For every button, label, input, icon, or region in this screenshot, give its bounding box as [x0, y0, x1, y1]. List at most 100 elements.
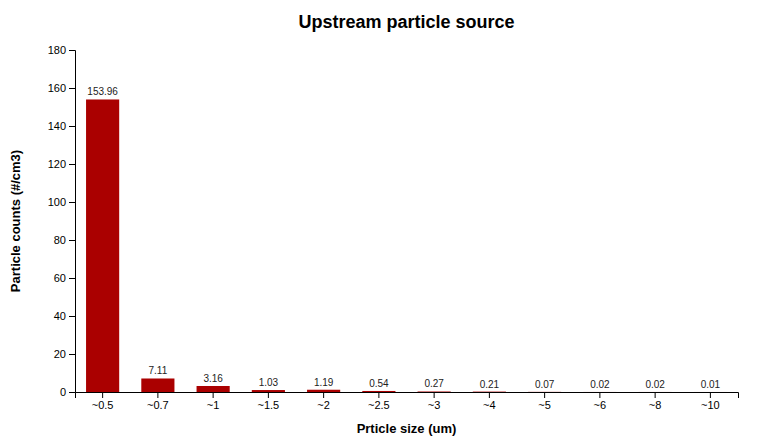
y-tick-label: 20 — [54, 348, 66, 360]
y-tick: 20 — [54, 348, 75, 360]
y-tick-label: 60 — [54, 272, 66, 284]
x-tick: ~5 — [538, 392, 551, 411]
x-tick: ~1 — [207, 392, 220, 411]
y-tick-label: 120 — [48, 158, 66, 170]
x-tick-mark — [710, 392, 711, 398]
y-tick-label: 100 — [48, 196, 66, 208]
y-tick: 60 — [54, 272, 75, 284]
y-tick-mark — [69, 278, 75, 279]
x-axis-title: Prticle size (um) — [357, 421, 457, 436]
bar — [473, 391, 506, 392]
bar — [141, 378, 174, 392]
y-tick-label: 80 — [54, 234, 66, 246]
x-tick: ~1.5 — [258, 392, 280, 411]
x-tick-mark — [213, 392, 214, 398]
x-tick-label: ~0.7 — [147, 399, 169, 411]
y-tick-label: 140 — [48, 120, 66, 132]
data-label: 1.19 — [314, 377, 334, 388]
chart-svg: 0 20 40 60 80 100 120 140 160 180 ~0.5 ~0.7 ~1 ~1.5 ~2… — [0, 0, 758, 447]
y-tick-mark — [69, 164, 75, 165]
y-tick-mark — [69, 354, 75, 355]
y-tick: 120 — [48, 158, 75, 170]
data-label: 0.07 — [535, 379, 555, 390]
x-axis: ~0.5 ~0.7 ~1 ~1.5 ~2 ~2.5 ~3 ~4 ~5 ~6 ~8 ~10 — [76, 392, 739, 411]
y-tick: 80 — [54, 234, 75, 246]
x-tick-mark — [489, 392, 490, 398]
y-tick: 160 — [48, 82, 75, 94]
chart-title: Upstream particle source — [298, 12, 514, 32]
y-axis-title: Particle counts (#/cm3) — [8, 150, 23, 292]
x-tick-label: ~2 — [317, 399, 330, 411]
data-label: 0.54 — [369, 378, 389, 389]
x-tick-label: ~8 — [649, 399, 662, 411]
y-tick: 0 — [60, 386, 75, 398]
y-tick-mark — [69, 88, 75, 89]
y-tick: 180 — [48, 44, 75, 56]
x-tick-mark — [268, 392, 269, 398]
y-tick-mark — [69, 202, 75, 203]
bar — [197, 386, 230, 392]
x-tick-label: ~6 — [594, 399, 607, 411]
x-tick: ~0.5 — [92, 392, 114, 411]
x-tick: ~10 — [701, 392, 720, 411]
x-tick-label: ~5 — [538, 399, 551, 411]
data-label: 153.96 — [87, 86, 118, 97]
x-tick: ~8 — [649, 392, 662, 411]
data-label: 0.02 — [645, 379, 665, 390]
bar — [528, 391, 561, 392]
y-axis: 0 20 40 60 80 100 120 140 160 180 — [48, 44, 76, 398]
y-tick-mark — [69, 392, 75, 393]
x-tick-mark — [102, 392, 103, 398]
bar — [252, 390, 285, 392]
bars — [86, 99, 727, 392]
bar — [86, 99, 119, 392]
x-tick: ~6 — [594, 392, 607, 411]
x-tick: ~4 — [483, 392, 496, 411]
x-tick-label: ~10 — [701, 399, 720, 411]
data-label: 1.03 — [259, 377, 279, 388]
x-tick: ~0.7 — [147, 392, 169, 411]
data-label: 0.01 — [701, 379, 721, 390]
x-axis-line — [76, 393, 739, 399]
y-tick-label: 0 — [60, 386, 66, 398]
data-label: 0.02 — [590, 379, 610, 390]
y-tick-label: 40 — [54, 310, 66, 322]
plot-area: 0 20 40 60 80 100 120 140 160 180 ~0.5 ~0.7 ~1 ~1.5 ~2… — [48, 44, 739, 411]
x-tick-mark — [599, 392, 600, 398]
x-tick: ~3 — [428, 392, 441, 411]
x-tick-label: ~4 — [483, 399, 496, 411]
x-tick-label: ~1 — [207, 399, 220, 411]
y-tick-mark — [69, 316, 75, 317]
x-tick: ~2 — [317, 392, 330, 411]
bar — [362, 391, 395, 392]
x-tick-mark — [157, 392, 158, 398]
data-labels: 153.967.113.161.031.190.540.270.210.070.… — [87, 86, 720, 390]
data-label: 0.27 — [424, 378, 444, 389]
data-label: 7.11 — [149, 365, 168, 376]
y-tick-label: 180 — [48, 44, 66, 56]
y-tick: 140 — [48, 120, 75, 132]
bar — [307, 390, 340, 392]
bar — [418, 391, 451, 392]
y-tick-mark — [69, 126, 75, 127]
x-tick: ~2.5 — [368, 392, 390, 411]
x-tick-mark — [434, 392, 435, 398]
x-tick-mark — [323, 392, 324, 398]
x-tick-mark — [544, 392, 545, 398]
bar — [694, 391, 727, 392]
x-tick-label: ~1.5 — [258, 399, 280, 411]
y-tick-label: 160 — [48, 82, 66, 94]
bar — [639, 391, 672, 392]
x-tick-label: ~3 — [428, 399, 441, 411]
x-tick-label: ~0.5 — [92, 399, 114, 411]
y-tick: 40 — [54, 310, 75, 322]
bar — [583, 391, 616, 392]
y-tick: 100 — [48, 196, 75, 208]
y-tick-mark — [69, 240, 75, 241]
data-label: 3.16 — [203, 373, 223, 384]
x-tick-label: ~2.5 — [368, 399, 390, 411]
y-tick-mark — [69, 50, 75, 51]
x-tick-mark — [655, 392, 656, 398]
y-axis-line — [69, 51, 76, 393]
x-tick-mark — [378, 392, 379, 398]
